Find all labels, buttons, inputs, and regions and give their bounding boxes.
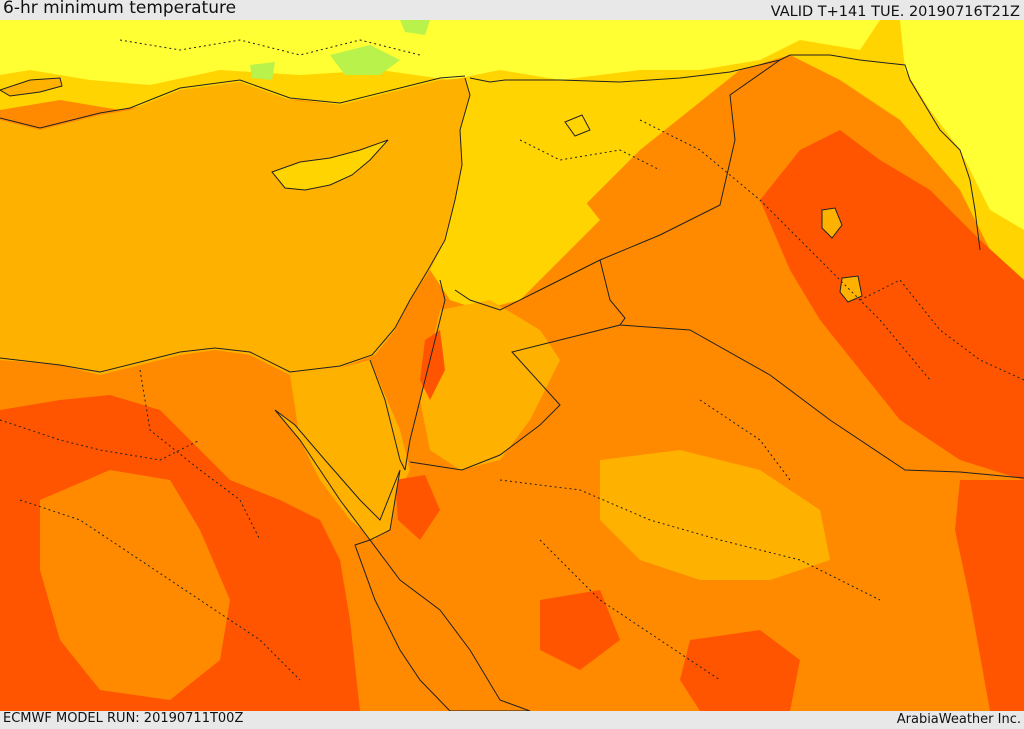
red-sea-south [354, 539, 531, 711]
lake-assad [564, 114, 591, 137]
coastline [0, 77, 471, 373]
arabia-hot-patch [680, 630, 800, 711]
lake-razzaza [839, 275, 863, 303]
highland-coolest-zone-2 [400, 20, 430, 35]
egypt-warm-inner [40, 470, 230, 700]
credit-label: ArabiaWeather Inc. [896, 712, 1021, 727]
north-coastline [0, 75, 466, 129]
sinai-hot-zone [395, 475, 440, 540]
north-cold-zone [0, 20, 880, 85]
gulf-hot-zone [955, 480, 1024, 711]
caucasus-cold-zone [900, 20, 1024, 230]
regional-borders [0, 39, 1024, 681]
highland-coolest-zone-3 [250, 62, 275, 80]
crete-island [0, 77, 63, 97]
sinai-mild-zone [290, 360, 410, 540]
national-borders [369, 54, 1024, 479]
levant-mild-zone [430, 130, 600, 310]
model-run-label: ECMWF MODEL RUN: 20190711T00Z [3, 711, 244, 726]
map-svg [0, 20, 1024, 711]
saudi-mild-zone [600, 450, 830, 580]
highland-coolest-zone [330, 45, 400, 75]
arabia-hot-patch-2 [540, 590, 620, 670]
footer-bar: ECMWF MODEL RUN: 20190711T00Z ArabiaWeat… [0, 711, 1024, 729]
red-sea [274, 409, 401, 541]
cyprus-island [271, 139, 389, 191]
temperature-map[interactable] [0, 20, 1024, 711]
map-title: 6-hr minimum temperature [3, 0, 237, 18]
header-bar: 6-hr minimum temperature VALID T+141 TUE… [0, 0, 1024, 20]
jordan-valley [420, 330, 445, 400]
lake-tharthar [821, 207, 843, 239]
jordan-desert-mild [420, 300, 560, 470]
valid-time: VALID T+141 TUE. 20190716T21Z [770, 4, 1020, 20]
